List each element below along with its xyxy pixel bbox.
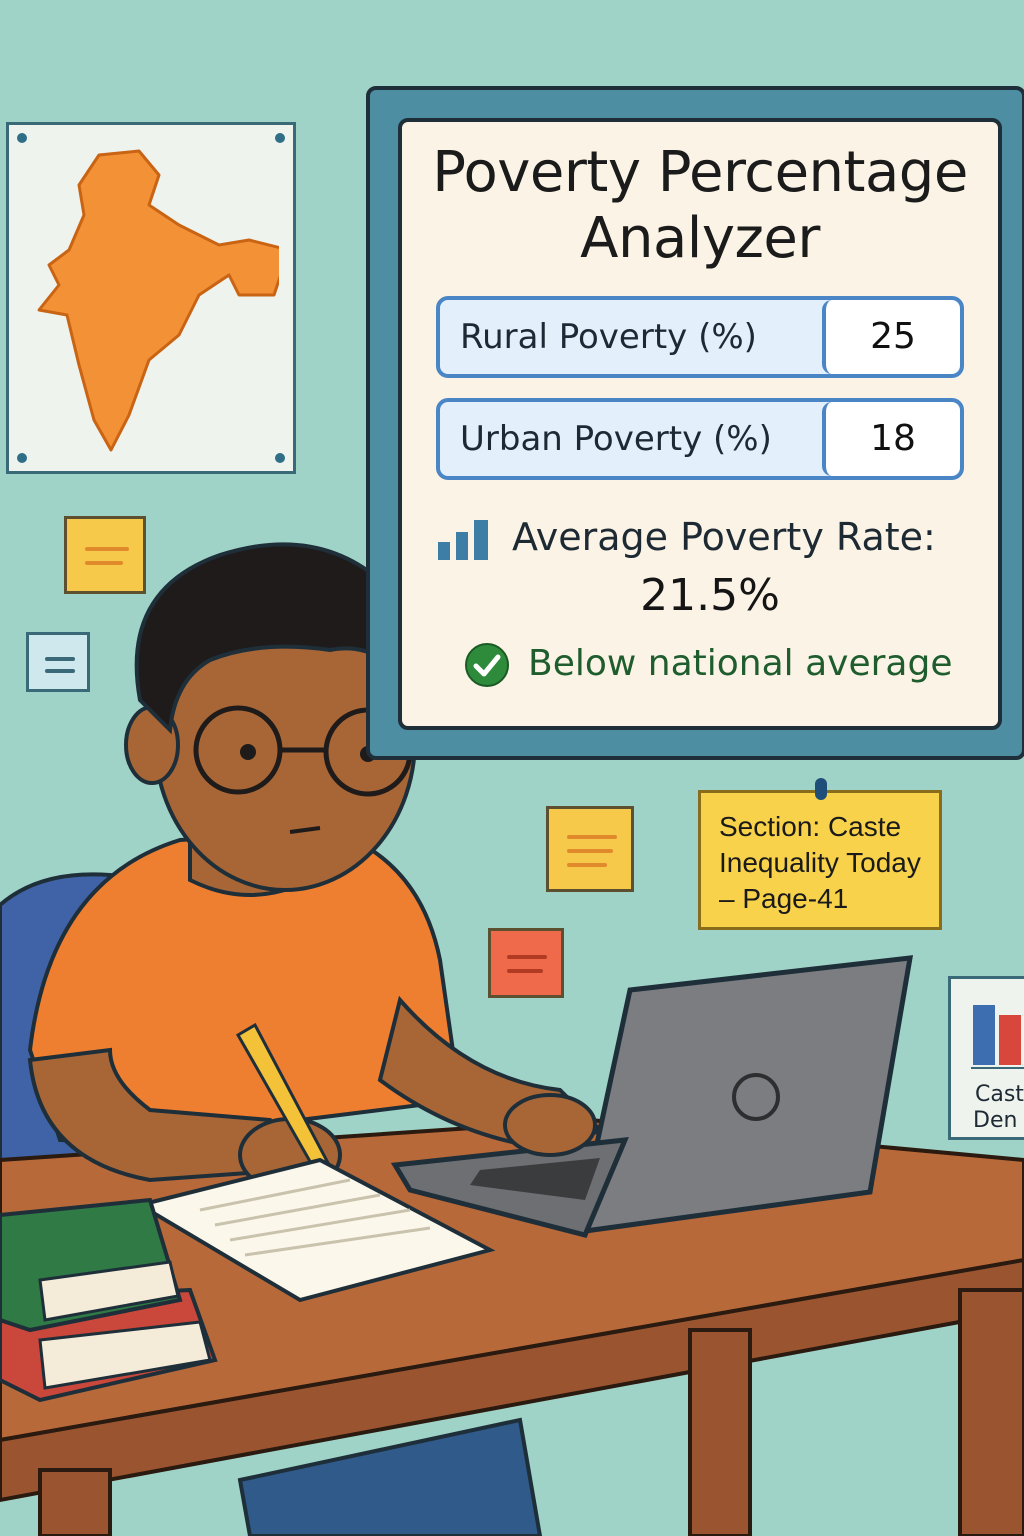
title-line-2: Analyzer [580,206,820,271]
section-sticky-note: Section: Caste Inequality Today – Page-4… [698,790,942,930]
wall-card-blue [26,632,90,692]
side-poster-line-1: Cast [975,1082,1024,1107]
pushpin [815,778,827,800]
desk-leg-left [688,1328,752,1536]
bar-chart-icon [438,520,488,560]
side-poster-line-2: Den c [973,1108,1024,1133]
india-map-icon [37,149,279,452]
desk-front [0,1257,1024,1503]
title-line-1: Poverty Percentage [432,140,968,205]
urban-poverty-label: Urban Poverty (%) [460,419,772,459]
urban-poverty-input[interactable]: 18 [822,402,960,476]
sticky-note-yellow-small [64,516,146,594]
sticky-line-1: Section: Caste [719,811,902,842]
rural-poverty-label: Rural Poverty (%) [460,317,757,357]
average-poverty-label: Average Poverty Rate: [512,515,936,559]
desk-leg-front [38,1468,112,1536]
sticky-note-yellow-middle [546,806,634,892]
side-poster-bar-chart [973,1005,995,1065]
analyzer-title: Poverty Percentage Analyzer [420,140,980,272]
india-map-poster [6,122,296,474]
check-circle-icon [465,643,509,687]
rural-poverty-input[interactable]: 25 [822,300,960,374]
rural-poverty-field[interactable]: Rural Poverty (%) 25 [436,296,964,378]
sticky-line-3: – Page-41 [719,883,849,914]
sticky-line-2: Inequality Today [719,847,921,878]
laptop-screen [574,955,914,1235]
status-message: Below national average [528,643,953,684]
urban-poverty-field[interactable]: Urban Poverty (%) 18 [436,398,964,480]
hand-right [503,1093,597,1157]
desk-leg-right [958,1288,1024,1536]
average-poverty-value: 21.5% [640,570,780,621]
sticky-note-red [488,928,564,998]
paper [134,1157,496,1303]
side-poster: Cast Den c [948,976,1024,1140]
jeans [237,1417,543,1536]
laptop-logo [732,1073,780,1121]
arm-left [27,1047,293,1183]
